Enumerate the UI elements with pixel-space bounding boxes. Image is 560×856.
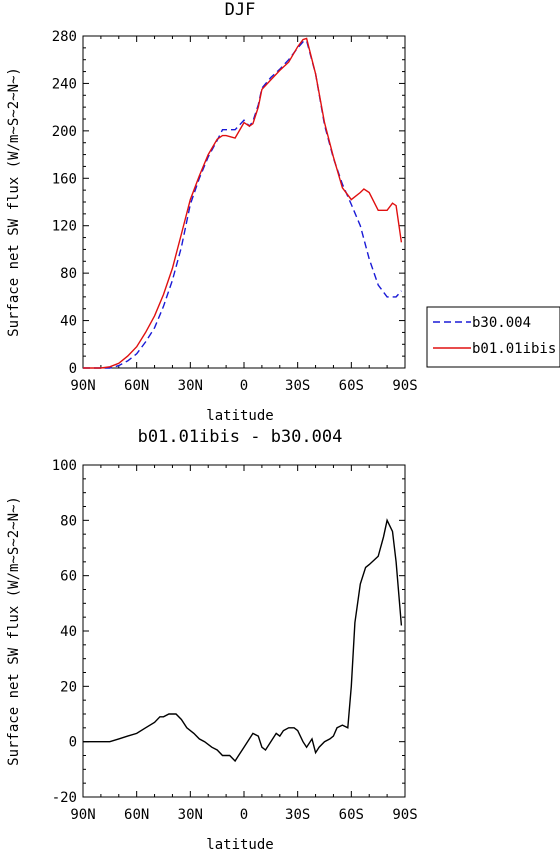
legend-box	[426, 306, 560, 368]
bottom-chart: b01.01ibis - b30.004 90N 60N 30N 0 30S 60S 90S…	[6, 427, 418, 853]
x-tick-label: 90S	[392, 378, 417, 394]
x-axis-label: latitude	[206, 408, 273, 424]
x-tick-label: 0	[240, 378, 248, 394]
y-tick-label: 240	[52, 76, 77, 92]
x-tick-label: 30S	[285, 807, 310, 823]
x-tick-label: 30N	[178, 378, 203, 394]
x-tick-label: 60N	[124, 378, 149, 394]
y-tick-label: 40	[60, 624, 77, 640]
y-tick-label: 60	[60, 569, 77, 585]
y-tick-label: 0	[69, 361, 77, 377]
legend-entry-b01-01ibis: b01.01ibis	[472, 341, 556, 357]
y-tick-label: 160	[52, 171, 77, 187]
series-line-b30-004	[83, 39, 402, 369]
y-tick-label: -20	[52, 790, 77, 806]
x-tick-label: 60S	[339, 807, 364, 823]
y-tick-label: 20	[60, 679, 77, 695]
plot-area: 90N 60N 30N 0 30S 60S 90S 0 40 80 120 160 200 240 280	[52, 29, 418, 394]
x-tick-label: 90S	[392, 807, 417, 823]
x-tick-label: 60N	[124, 807, 149, 823]
chart-title: DJF	[225, 0, 256, 20]
y-tick-label: 40	[60, 314, 77, 330]
y-axis-label: Surface net SW flux (W/m~S~2~N~)	[6, 496, 22, 766]
x-tick-label: 90N	[70, 378, 95, 394]
series-line-difference	[83, 518, 403, 763]
x-tick-label: 90N	[70, 807, 95, 823]
x-axis-label: latitude	[206, 837, 273, 851]
y-tick-label: 280	[52, 29, 77, 45]
y-tick-label: 80	[60, 266, 77, 282]
x-tick-label: 60S	[339, 378, 364, 394]
y-tick-label: 80	[60, 513, 77, 529]
x-tick-label: 30S	[285, 378, 310, 394]
plot-area: 90N 60N 30N 0 30S 60S 90S -20 0 20 40 60 80 100	[52, 458, 418, 823]
top-chart: DJF 90N 60N 30N 0 30S 60S 90S 0 40 80 120 160 200 240…	[6, 0, 418, 424]
plot-frame	[82, 35, 406, 369]
chart-title: b01.01ibis - b30.004	[138, 427, 343, 447]
legend: b30.004 b01.01ibis	[426, 306, 560, 368]
y-axis-label: Surface net SW flux (W/m~S~2~N~)	[6, 67, 22, 337]
legend-entry-b30-004: b30.004	[472, 315, 531, 331]
series-line-b01-01ibis	[83, 37, 403, 369]
x-tick-label: 0	[240, 807, 248, 823]
y-tick-label: 0	[69, 735, 77, 751]
y-tick-label: 120	[52, 219, 77, 235]
y-tick-label: 100	[52, 458, 77, 474]
x-tick-label: 30N	[178, 807, 203, 823]
y-tick-label: 200	[52, 124, 77, 140]
